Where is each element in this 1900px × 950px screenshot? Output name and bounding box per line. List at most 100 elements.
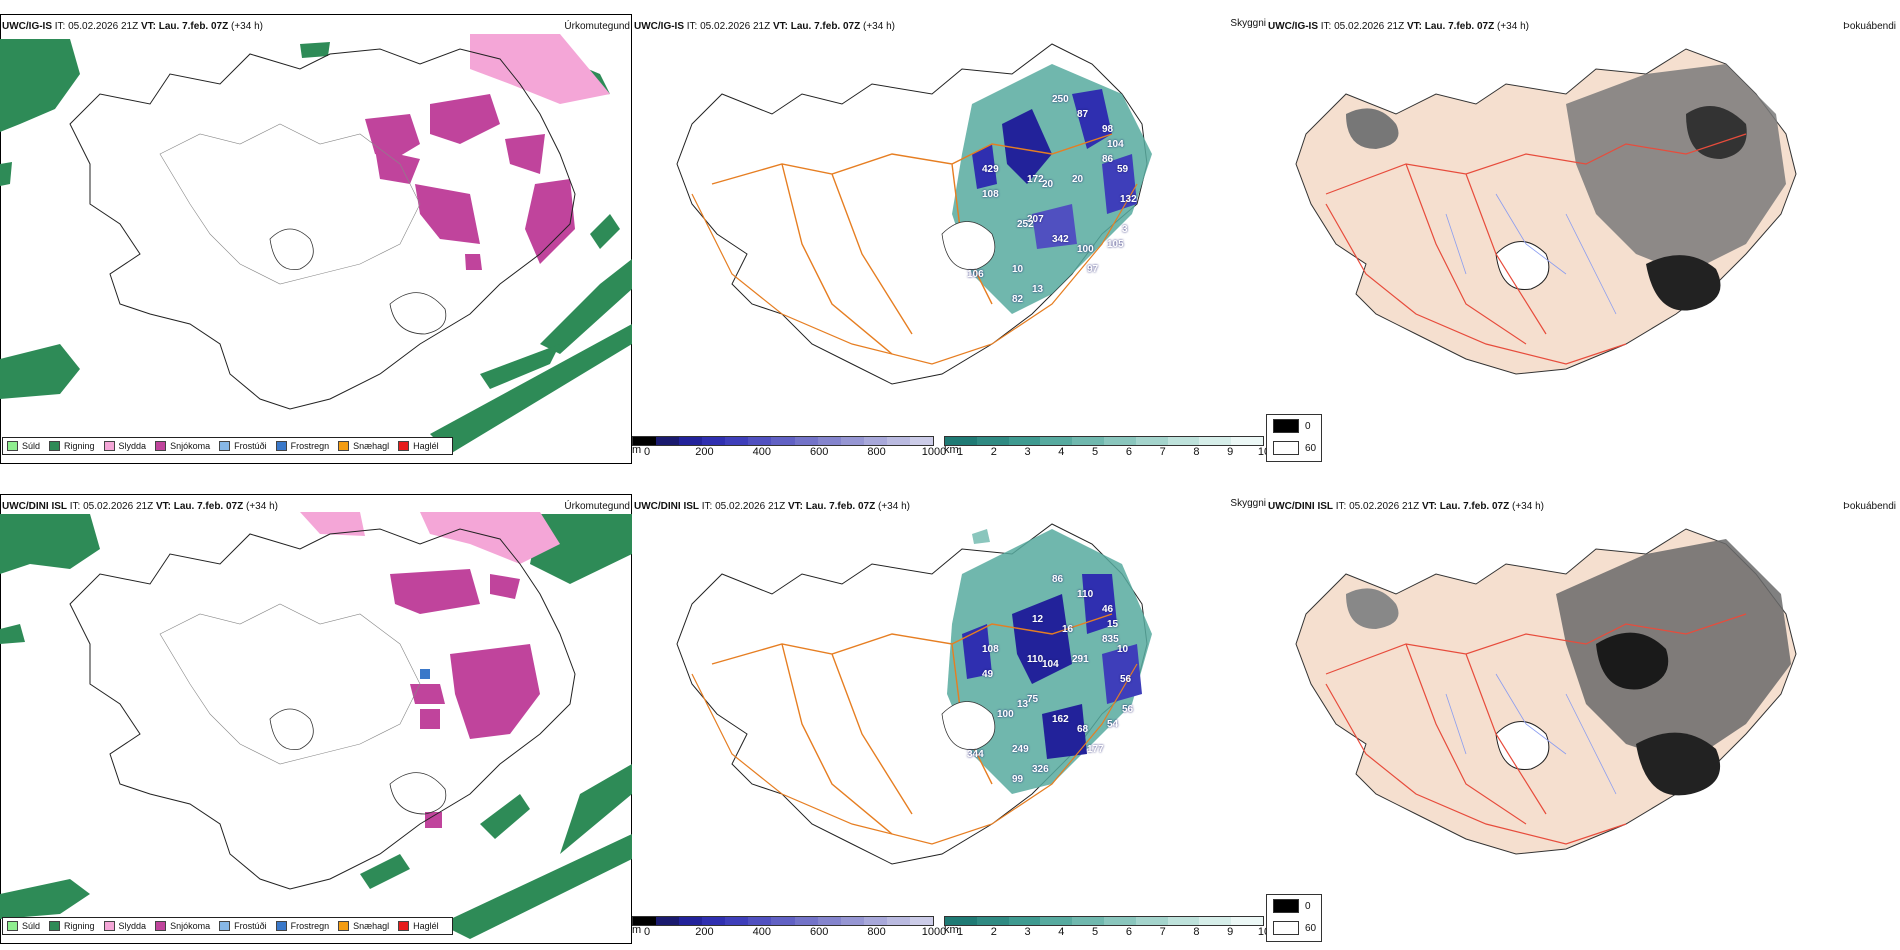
colorbar-cell <box>1103 437 1136 445</box>
colorbar-tick: 1 <box>956 926 964 938</box>
fog-title: Þokuábendi <box>1843 21 1896 32</box>
visibility-value-label: 46 <box>1102 604 1114 615</box>
visibility-value-label: 13 <box>1032 284 1044 295</box>
visibility-value-label: 20 <box>1072 174 1084 185</box>
colorbar-tick: 200 <box>695 446 714 458</box>
colorbar-cell <box>679 917 703 925</box>
rain-area <box>480 344 560 389</box>
colorbar-cell <box>976 437 1009 445</box>
fog-dark-area <box>1596 632 1669 690</box>
visibility-value-label: 172 <box>1027 174 1044 185</box>
visibility-value-label: 20 <box>1042 179 1054 190</box>
colorbar-cell <box>725 437 749 445</box>
cloudbase-colorbar-ticks: 0 200 400 600 800 1000 <box>632 926 946 938</box>
cloudbase-unit: m <box>632 924 642 936</box>
visibility-very-low <box>1012 594 1072 684</box>
colorbar-tick: 600 <box>810 446 829 458</box>
snow-area <box>430 94 500 144</box>
legend-item: Haglél <box>398 441 439 451</box>
visibility-value-label: 3 <box>1122 224 1128 235</box>
iceland-outline <box>69 528 576 890</box>
snow-area <box>390 569 480 614</box>
colorbar-cell <box>1072 917 1104 925</box>
colorbar-cell <box>679 437 703 445</box>
rain-area <box>0 39 80 132</box>
visibility-map-row1 <box>676 43 1152 385</box>
fog-key-swatch <box>1273 921 1299 935</box>
colorbar-tick: 4 <box>1058 446 1065 458</box>
visibility-value-label: 132 <box>1120 194 1137 205</box>
visibility-value-label: 291 <box>1072 654 1089 665</box>
colorbar-cell <box>1199 437 1232 445</box>
visibility-value-label: 110 <box>1027 654 1044 665</box>
colorbar-tick: 200 <box>695 926 714 938</box>
legend-swatch <box>49 441 61 451</box>
visibility-value-label: 344 <box>967 749 984 760</box>
colorbar-tick: 800 <box>867 926 886 938</box>
colorbar-cell <box>1072 437 1104 445</box>
colorbar-tick: 1000 <box>921 446 947 458</box>
rain-area <box>0 344 80 399</box>
model-name: UWC/IG-IS <box>2 21 52 32</box>
legend-item: Frostregn <box>275 441 329 451</box>
visibility-value-label: 108 <box>982 189 999 200</box>
legend-item: Snjókoma <box>155 921 210 931</box>
legend-swatch <box>398 921 410 931</box>
visibility-value-label: 342 <box>1052 234 1069 245</box>
fog-dark-area <box>1636 732 1721 796</box>
visibility-value-label: 86 <box>1102 154 1114 165</box>
roads <box>1325 133 1747 365</box>
colorbar-tick: 9 <box>1227 926 1234 938</box>
visibility-unit: km <box>944 444 959 456</box>
fog-key-swatch <box>1273 419 1299 433</box>
colorbar-cell <box>945 437 977 445</box>
visibility-colorbar-row2: 1 2 3 4 5 6 7 8 9 10 <box>944 916 1270 938</box>
glacier-outline <box>269 708 314 751</box>
visibility-very-low <box>1032 204 1077 249</box>
visibility-value-label: 249 <box>1012 744 1029 755</box>
snow-area <box>490 574 520 599</box>
visibility-value-label: 110 <box>1077 589 1094 600</box>
colorbar-cell <box>817 917 841 925</box>
roads <box>691 183 1138 365</box>
precip-legend-row1: Súld Rigning Slydda Snjókoma Frostúði Fr… <box>2 437 453 455</box>
fog-dark-area <box>1686 106 1747 159</box>
visibility-unit: km <box>944 924 959 936</box>
colorbar-tick: 0 <box>644 926 651 938</box>
cloudbase-unit: m <box>632 444 642 456</box>
rain-area <box>530 514 632 584</box>
visibility-colorbar-cells <box>944 916 1264 926</box>
glacier-outline <box>389 772 447 815</box>
legend-swatch <box>49 921 61 931</box>
visibility-value-label: 56 <box>1120 674 1132 685</box>
colorbar-cell <box>1040 917 1073 925</box>
legend-item: Snæhagl <box>338 921 389 931</box>
visibility-value-label: 326 <box>1032 764 1049 775</box>
visibility-very-low <box>1102 644 1142 704</box>
colorbar-cell <box>702 917 726 925</box>
visibility-value-label: 10 <box>1117 644 1129 655</box>
colorbar-cell <box>1008 437 1041 445</box>
colorbar-cell <box>976 917 1009 925</box>
colorbar-cell <box>1167 437 1200 445</box>
colorbar-cell <box>1103 917 1136 925</box>
glacier-outline <box>389 292 447 335</box>
rain-area <box>560 764 632 854</box>
visibility-value-label: 252 <box>1017 219 1034 230</box>
visibility-value-label: 99 <box>1012 774 1024 785</box>
colorbar-tick: 5 <box>1092 926 1099 938</box>
rain-area <box>590 214 620 249</box>
colorbar-tick: 3 <box>1024 446 1031 458</box>
colorbar-tick: 800 <box>867 446 886 458</box>
visibility-value-label: 835 <box>1102 634 1119 645</box>
visibility-value-label: 429 <box>982 164 999 175</box>
precip-type-map-row2 <box>0 494 632 944</box>
sleet-area <box>300 512 365 536</box>
iceland-inner <box>159 603 421 765</box>
panel-title-row2-p3: UWC/DINI ISL IT: 05.02.2026 21Z VT: Lau.… <box>1268 501 1544 512</box>
glacier-outline <box>941 701 996 750</box>
snow-area <box>450 644 540 739</box>
rain-area <box>540 259 632 354</box>
visibility-value-label: 98 <box>1102 124 1114 135</box>
legend-item: Slydda <box>103 441 146 451</box>
